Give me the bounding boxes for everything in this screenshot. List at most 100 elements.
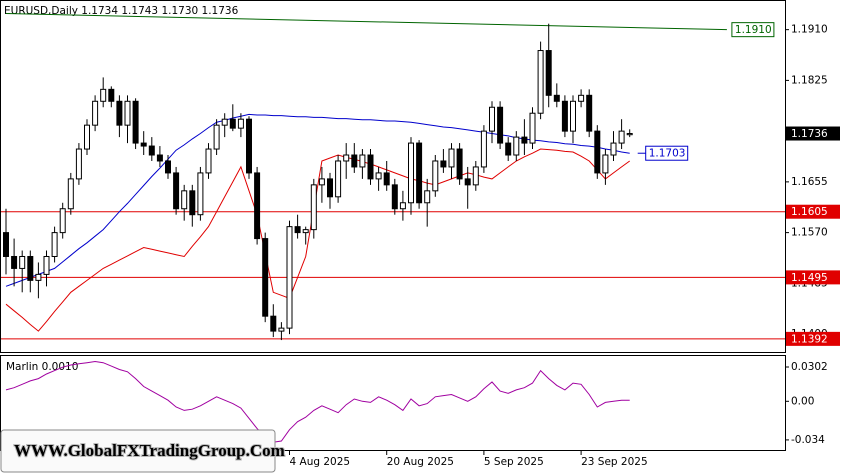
candle-body (197, 172, 204, 216)
candle-body (237, 118, 244, 129)
candle-body (51, 232, 58, 257)
candle-body (529, 112, 536, 144)
candle-body (173, 172, 180, 210)
candle-body (602, 154, 609, 174)
candle-body (416, 142, 423, 204)
candle-body (108, 88, 115, 102)
chart-title: EURUSD,Daily 1.1734 1.1743 1.1730 1.1736 (4, 5, 239, 17)
candle-body (3, 232, 9, 257)
candle-body (626, 133, 633, 136)
candle-body (221, 118, 228, 126)
x-tick-label: 5 Sep 2025 (484, 456, 544, 468)
x-tick-label: 4 Aug 2025 (290, 456, 351, 468)
candle-body (351, 154, 358, 168)
candle-body (440, 160, 447, 168)
candle-body (100, 88, 107, 102)
candle-body (464, 178, 471, 186)
level-label-box (786, 270, 840, 285)
candle-body (399, 202, 406, 210)
level-label-box (786, 331, 840, 346)
indicator-line (5, 148, 630, 332)
x-tick-label: 20 Aug 2025 (387, 456, 454, 468)
trendline-label-box (731, 22, 775, 38)
candle-body (472, 166, 479, 186)
candle-body (594, 130, 601, 174)
main-frame (0, 0, 786, 353)
candle-body (302, 229, 309, 234)
candle-body (132, 100, 139, 144)
price-label: 1.1736 (791, 128, 828, 140)
candle-body (189, 190, 196, 216)
candle-body (343, 154, 350, 162)
candle-body (497, 106, 504, 144)
candle-body (561, 100, 568, 132)
watermark: WWW.GlobalFXTradingGroup.Com (14, 441, 285, 460)
y-tick-label: 0.0302 (791, 361, 828, 373)
candle-body (205, 148, 212, 174)
level-label: 1.1495 (791, 272, 828, 284)
candle-body (140, 142, 147, 147)
candle-body (278, 327, 285, 332)
candle-body (537, 50, 544, 114)
candle-body (383, 172, 390, 186)
main-plot: EURUSD,Daily 1.1734 1.1743 1.1730 1.1736… (1, 5, 785, 341)
candle-body (270, 315, 277, 332)
candle-body (229, 118, 236, 129)
y-tick-label: -0.034 (791, 434, 825, 446)
oscillator-line (5, 360, 630, 443)
candle-body (318, 178, 325, 186)
x-tick-label: 23 Sep 2025 (581, 456, 648, 468)
candle-body (84, 124, 90, 150)
watermark-box (0, 429, 276, 473)
level-label-box (786, 204, 840, 219)
candle-body (35, 273, 42, 281)
y-tick-label: 1.1825 (791, 74, 828, 86)
candle-body (489, 106, 495, 132)
trendline (5, 13, 727, 31)
candle-body (67, 178, 74, 210)
candle-body (116, 100, 123, 126)
candle-body (391, 184, 398, 210)
candle-body (553, 94, 560, 102)
candle-body (19, 255, 26, 269)
y-tick-label: 1.1570 (791, 227, 828, 239)
candle-body (545, 50, 552, 96)
candle-body (181, 190, 188, 210)
candle-body (294, 226, 301, 234)
candle-body (254, 172, 261, 240)
candle-body (367, 154, 374, 180)
candle-body (521, 136, 528, 144)
y-tick-label: 1.1910 (791, 24, 828, 36)
candle-body (578, 94, 585, 102)
candle-body (408, 142, 414, 204)
candle-body (618, 130, 625, 144)
end-label-box (645, 145, 689, 161)
candle-body (246, 118, 252, 174)
candle-body (359, 154, 366, 168)
candle-body (92, 100, 99, 126)
candle-body (27, 255, 34, 281)
y-tick-label: 1.1655 (791, 176, 828, 188)
sub-plot: Marlin 0.0010 (5, 360, 630, 443)
candle-body (375, 172, 382, 180)
y-tick-label: 0.00 (791, 395, 814, 407)
candle-body (148, 145, 155, 156)
candle-body (570, 100, 576, 132)
candle-body (310, 184, 317, 231)
price-label-box (786, 126, 840, 141)
candle-body (11, 255, 18, 269)
end-label: 1.1703 (649, 148, 686, 160)
candle-body (586, 94, 593, 132)
candle-body (424, 190, 431, 204)
candle-body (610, 142, 617, 156)
candle-body (262, 238, 269, 317)
trendline-label: 1.1910 (735, 24, 772, 36)
candle-body (480, 130, 487, 168)
candle-body (456, 148, 463, 180)
candle-body (165, 160, 171, 174)
candle-body (59, 208, 66, 234)
candle-body (513, 136, 520, 156)
candle-body (432, 160, 439, 192)
candle-body (505, 142, 512, 156)
